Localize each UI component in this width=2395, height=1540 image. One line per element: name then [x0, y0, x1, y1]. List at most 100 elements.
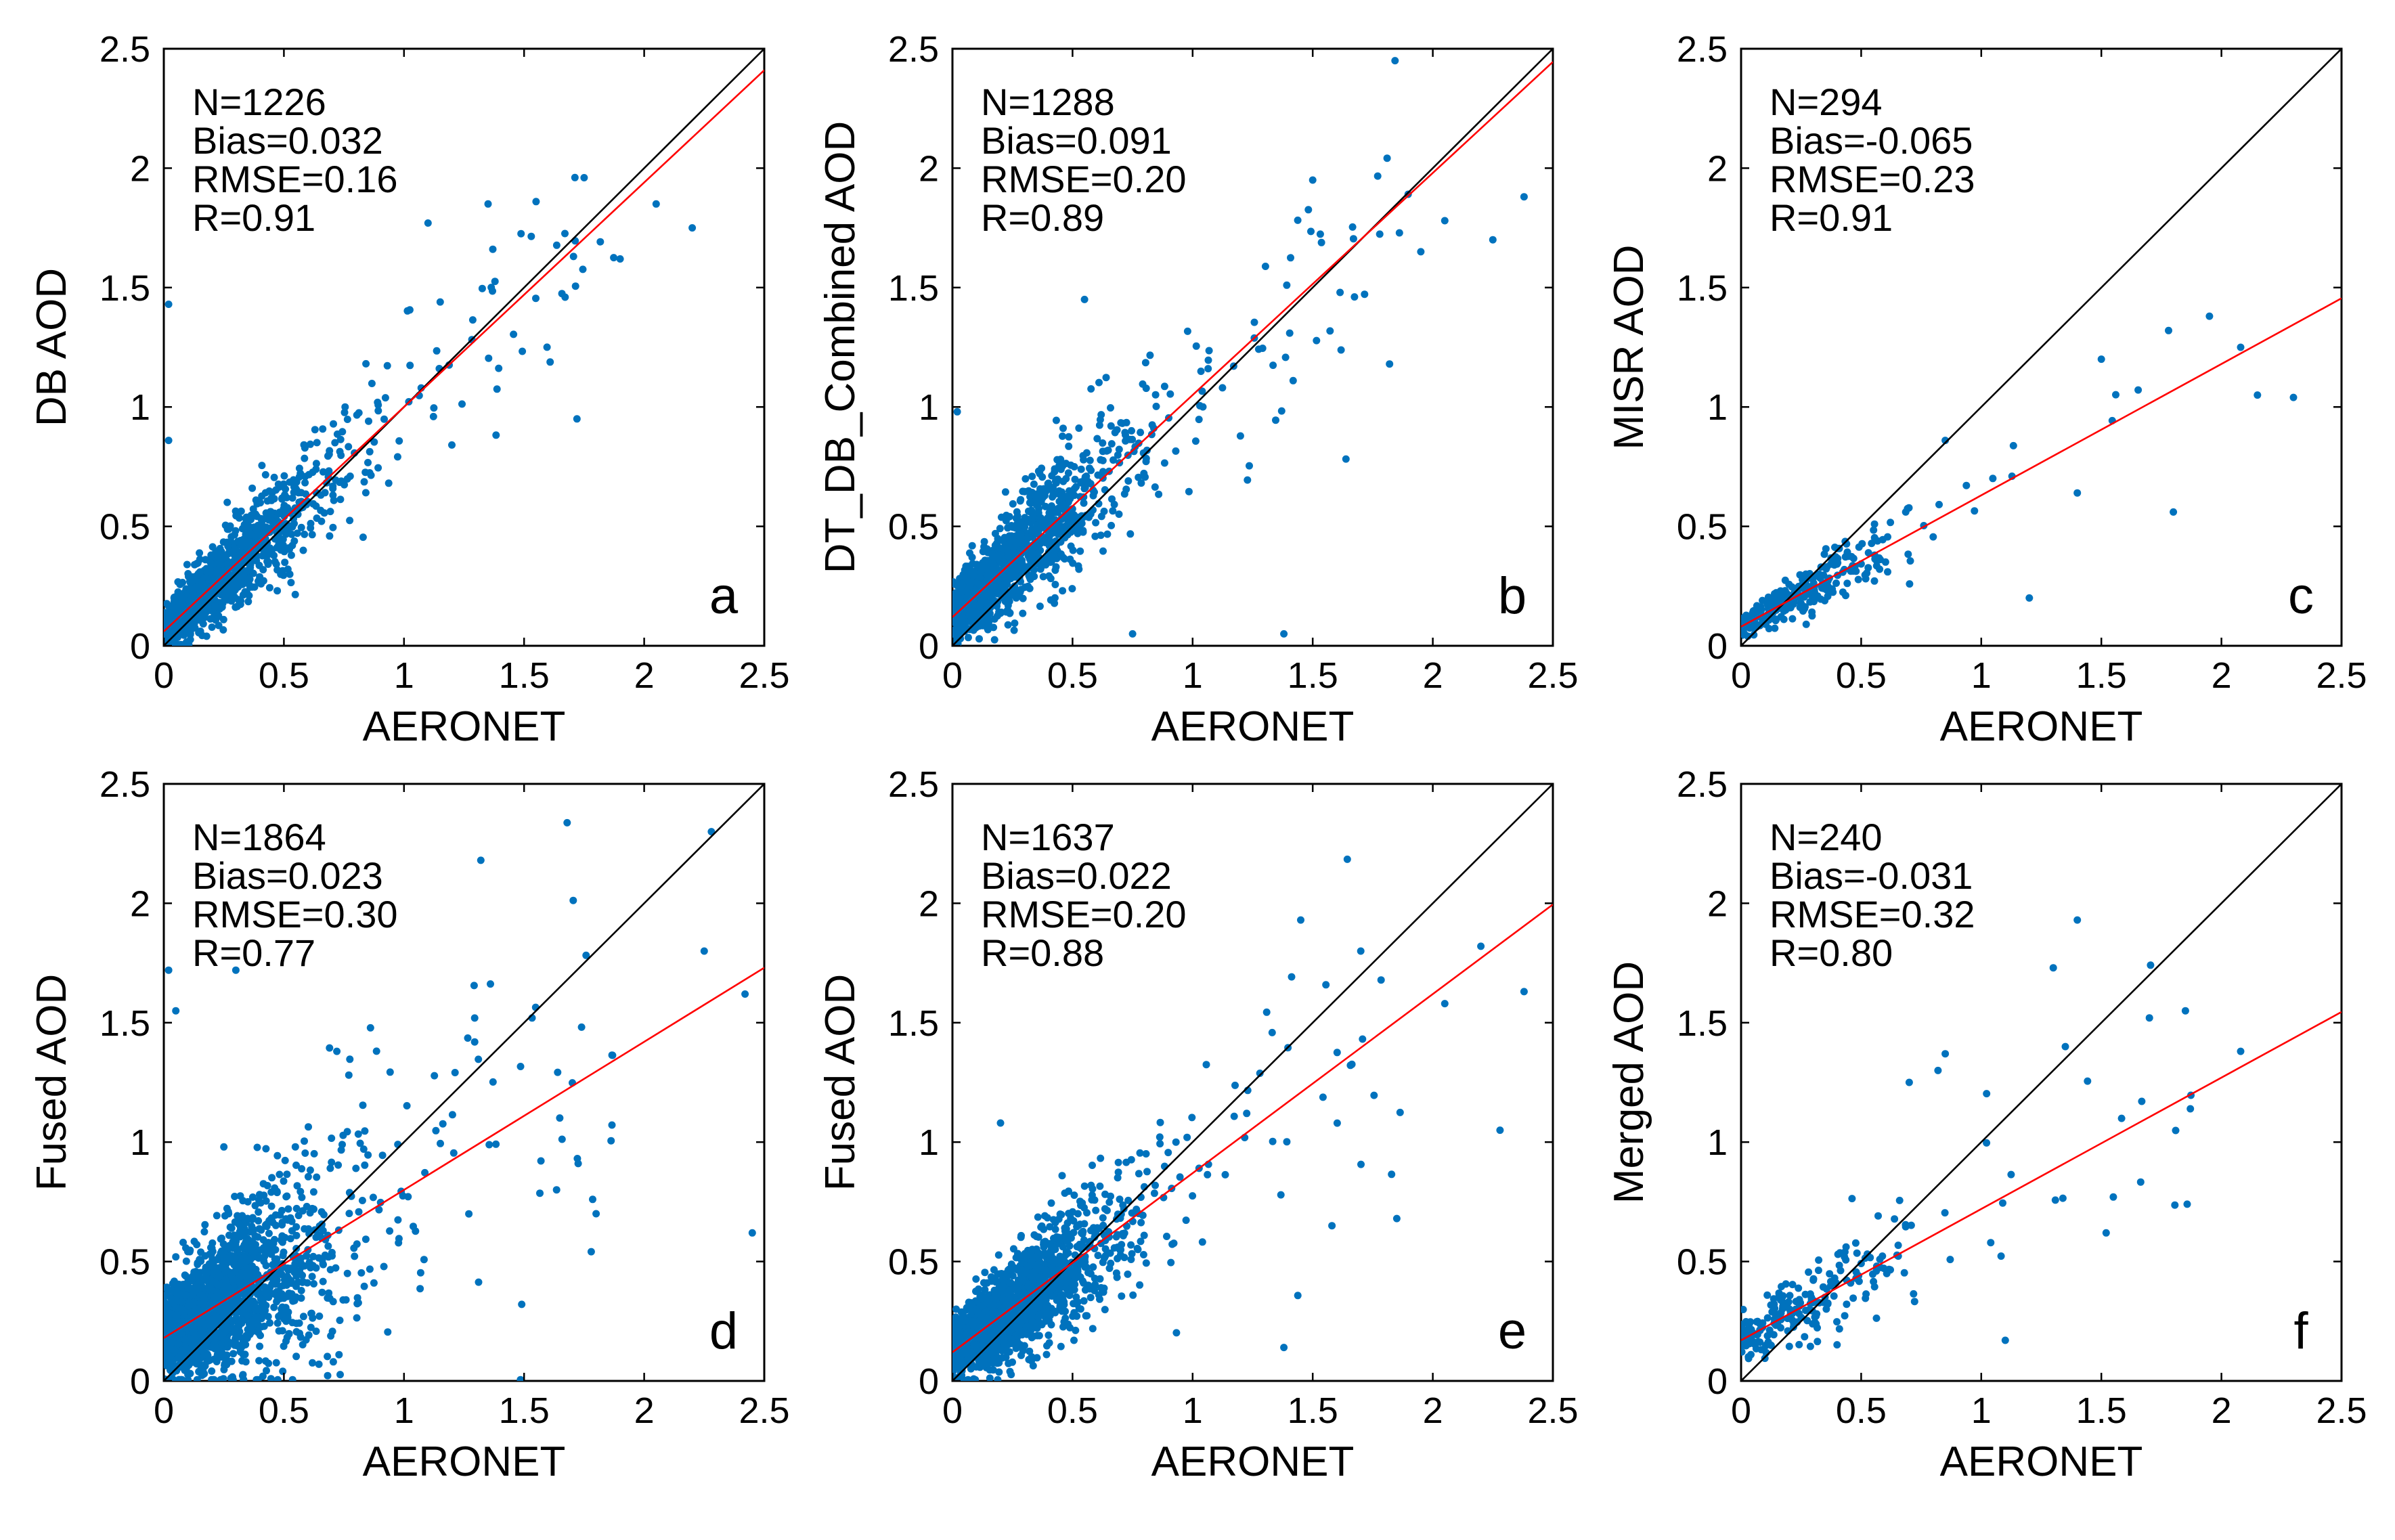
- chart-b-point: [1255, 345, 1262, 353]
- chart-a-point: [368, 380, 376, 387]
- chart-b-point: [1059, 433, 1066, 440]
- chart-c-point: [1839, 588, 1847, 596]
- chart-d-point: [556, 1114, 563, 1122]
- chart-d-point: [485, 1141, 493, 1149]
- chart-a-point: [329, 483, 336, 490]
- chart-b-point: [991, 636, 998, 644]
- chart-d-point: [395, 1239, 402, 1247]
- chart-d-point: [265, 1239, 272, 1246]
- chart-b-point: [1065, 469, 1072, 477]
- chart-a-point: [301, 479, 309, 487]
- chart-a-point: [265, 516, 273, 524]
- chart-d-point: [175, 1376, 183, 1384]
- chart-a-point: [208, 623, 216, 631]
- chart-d-point: [229, 1297, 236, 1304]
- chart-c-xtick-label: 0.5: [1836, 655, 1887, 696]
- chart-b-point: [1094, 471, 1101, 479]
- chart-a-point: [288, 552, 295, 559]
- chart-b-point: [1520, 193, 1528, 200]
- chart-b-point: [1376, 230, 1384, 238]
- chart-b-point: [1059, 587, 1066, 594]
- chart-b-point: [1361, 290, 1368, 298]
- chart-a-point: [617, 255, 624, 263]
- chart-b-point: [1129, 630, 1137, 638]
- chart-b-point: [1003, 581, 1011, 588]
- chart-d-point: [279, 1239, 286, 1246]
- chart-b-point: [1021, 584, 1029, 591]
- chart-d-point: [289, 1376, 296, 1384]
- chart-c-xtick-label: 1.5: [2076, 655, 2127, 696]
- chart-d-point: [452, 1069, 459, 1076]
- chart-a-xtick-label: 2: [634, 655, 655, 696]
- chart-b-point: [1091, 533, 1099, 540]
- chart-b-point: [979, 563, 986, 570]
- chart-d-point: [286, 1330, 293, 1338]
- chart-b-point: [1251, 319, 1258, 326]
- chart-a-point: [187, 631, 194, 638]
- chart-d-point: [172, 1253, 179, 1260]
- chart-c-point: [1765, 625, 1773, 632]
- chart-b-point: [1004, 548, 1011, 556]
- chart-a-point: [309, 500, 317, 508]
- chart-d-point: [246, 1228, 254, 1235]
- chart-d-panel-letter: d: [709, 1302, 738, 1360]
- chart-d-xlabel: AERONET: [363, 1438, 566, 1485]
- chart-d-point: [275, 1313, 282, 1320]
- chart-b-point: [992, 542, 999, 549]
- chart-d-point: [310, 1188, 317, 1195]
- chart-d-point: [273, 1359, 280, 1367]
- chart-d-point: [177, 1305, 185, 1313]
- chart-d-point: [410, 1223, 417, 1230]
- chart-d-point: [432, 1127, 439, 1135]
- chart-c-xtick-label: 0: [1731, 655, 1751, 696]
- chart-d-point: [517, 1063, 525, 1070]
- chart-d-point: [336, 1371, 344, 1378]
- chart-d-point: [201, 1267, 208, 1275]
- chart-a-point: [336, 496, 344, 503]
- chart-d-point: [309, 1273, 316, 1280]
- chart-b-point: [1053, 417, 1060, 424]
- chart-d-point: [313, 1327, 320, 1335]
- chart-d-point: [299, 1279, 306, 1286]
- chart-a-point: [319, 425, 326, 433]
- chart-b-point: [1063, 522, 1070, 529]
- chart-a-point: [174, 578, 181, 586]
- chart-d-point: [489, 1078, 497, 1086]
- chart-a-point: [254, 529, 261, 536]
- chart-b-point: [1278, 408, 1286, 415]
- chart-c-xtick-label: 2.5: [2316, 655, 2367, 696]
- chart-d-point: [578, 1024, 586, 1031]
- chart-a-point: [280, 472, 288, 480]
- chart-a-point: [580, 174, 588, 181]
- chart-d-point: [164, 1315, 172, 1322]
- chart-a-point: [298, 524, 305, 531]
- chart-a-point: [278, 510, 286, 518]
- chart-a-point: [448, 441, 456, 449]
- chart-d-point: [327, 1332, 334, 1340]
- chart-b-point: [1097, 456, 1104, 464]
- chart-a-point: [345, 443, 352, 450]
- chart-d-point: [307, 1166, 314, 1174]
- chart-a-point: [313, 514, 321, 522]
- chart-b-point: [1116, 510, 1123, 518]
- chart-d-point: [165, 967, 173, 974]
- chart-d-point: [173, 1313, 181, 1321]
- chart-d-point: [242, 1358, 250, 1365]
- chart-b-point: [1051, 465, 1059, 472]
- chart-a-point: [234, 583, 241, 590]
- chart-a-point: [329, 524, 336, 531]
- chart-b-point: [1036, 602, 1044, 610]
- chart-b-point: [1318, 239, 1325, 246]
- chart-d-point: [211, 1340, 218, 1348]
- chart-b-point: [1184, 328, 1191, 335]
- chart-b-point: [970, 572, 977, 579]
- chart-d-xtick-label: 1: [394, 1390, 414, 1431]
- chart-b-point: [1338, 347, 1345, 354]
- chart-b-point: [1071, 463, 1078, 470]
- chart-d-point: [213, 1256, 221, 1263]
- chart-a-point: [215, 612, 222, 619]
- chart-d-point: [292, 1294, 300, 1301]
- chart-a-xtick-label: 1: [394, 655, 414, 696]
- chart-d-point: [517, 1376, 524, 1384]
- chart-c-point: [2170, 508, 2177, 516]
